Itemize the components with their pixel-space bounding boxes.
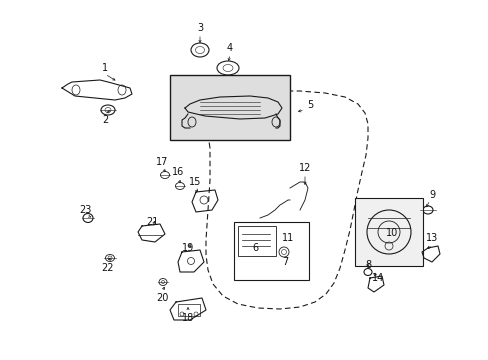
Text: 5: 5 <box>306 100 312 110</box>
Text: 20: 20 <box>156 293 168 303</box>
Text: 2: 2 <box>102 115 108 125</box>
Text: 9: 9 <box>428 190 434 200</box>
Bar <box>178 304 200 316</box>
Bar <box>170 75 289 140</box>
Text: 4: 4 <box>226 43 233 53</box>
Text: 6: 6 <box>251 243 258 253</box>
Text: 17: 17 <box>156 157 168 167</box>
Text: 15: 15 <box>188 177 201 187</box>
Text: 16: 16 <box>171 167 184 177</box>
Text: 12: 12 <box>298 163 310 173</box>
Bar <box>238 226 275 256</box>
Bar <box>234 222 308 280</box>
Text: 7: 7 <box>281 257 287 267</box>
Text: 23: 23 <box>79 205 91 215</box>
Bar <box>354 198 422 266</box>
Text: 11: 11 <box>281 233 293 243</box>
Text: 10: 10 <box>385 228 397 238</box>
Text: 1: 1 <box>102 63 108 73</box>
Text: 3: 3 <box>197 23 203 33</box>
Text: 22: 22 <box>102 263 114 273</box>
Text: 14: 14 <box>371 273 384 283</box>
Text: 13: 13 <box>425 233 437 243</box>
Text: 18: 18 <box>182 313 194 323</box>
Text: 19: 19 <box>182 243 194 253</box>
Text: 8: 8 <box>364 260 370 270</box>
Text: 21: 21 <box>145 217 158 227</box>
